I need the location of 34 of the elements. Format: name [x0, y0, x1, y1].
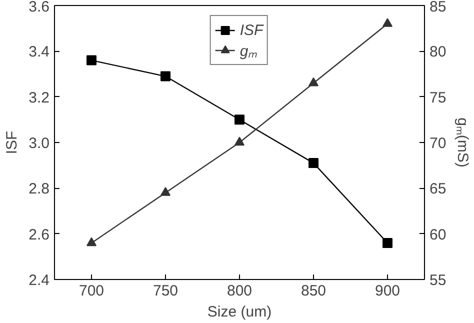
- y-tick-label: 3.4: [28, 44, 50, 61]
- point: [234, 114, 244, 125]
- y2-tick-label: 70: [430, 135, 446, 152]
- y2-tick-label: 65: [430, 180, 446, 198]
- x-axis-title: Size (um): [207, 304, 272, 320]
- y-tick-label: 3.2: [28, 89, 50, 106]
- y-tick-label: 2.4: [28, 272, 50, 289]
- x-tick-label: 800: [226, 282, 252, 300]
- y2-tick-label: 80: [430, 44, 446, 61]
- y2-tick-label: 85: [430, 0, 446, 16]
- point: [382, 18, 392, 27]
- x-tick-label: 850: [300, 282, 326, 300]
- point: [308, 158, 318, 168]
- y-tick-label: 3.6: [28, 0, 50, 16]
- y2-axis-title: gₘ(mS): [454, 118, 472, 168]
- point: [234, 136, 244, 146]
- point: [382, 238, 392, 248]
- y-axis-title: ISF: [4, 130, 21, 154]
- x-tick-label: 700: [78, 282, 104, 300]
- y-tick-label: 3.0: [28, 135, 50, 152]
- point: [86, 237, 96, 246]
- y2-tick-label: 75: [430, 89, 446, 106]
- point: [308, 77, 318, 86]
- y-tick-label: 2.6: [28, 226, 50, 244]
- legend-label: gₘ: [240, 42, 258, 60]
- x-tick-label: 900: [374, 282, 400, 300]
- legend-label: ISF: [240, 22, 264, 38]
- y-tick-label: 2.8: [28, 180, 50, 198]
- point: [160, 71, 170, 82]
- x-tick-label: 750: [152, 282, 178, 300]
- point: [160, 187, 170, 196]
- y2-tick-label: 60: [430, 226, 446, 244]
- point: [86, 55, 96, 66]
- y2-tick-label: 55: [430, 272, 446, 289]
